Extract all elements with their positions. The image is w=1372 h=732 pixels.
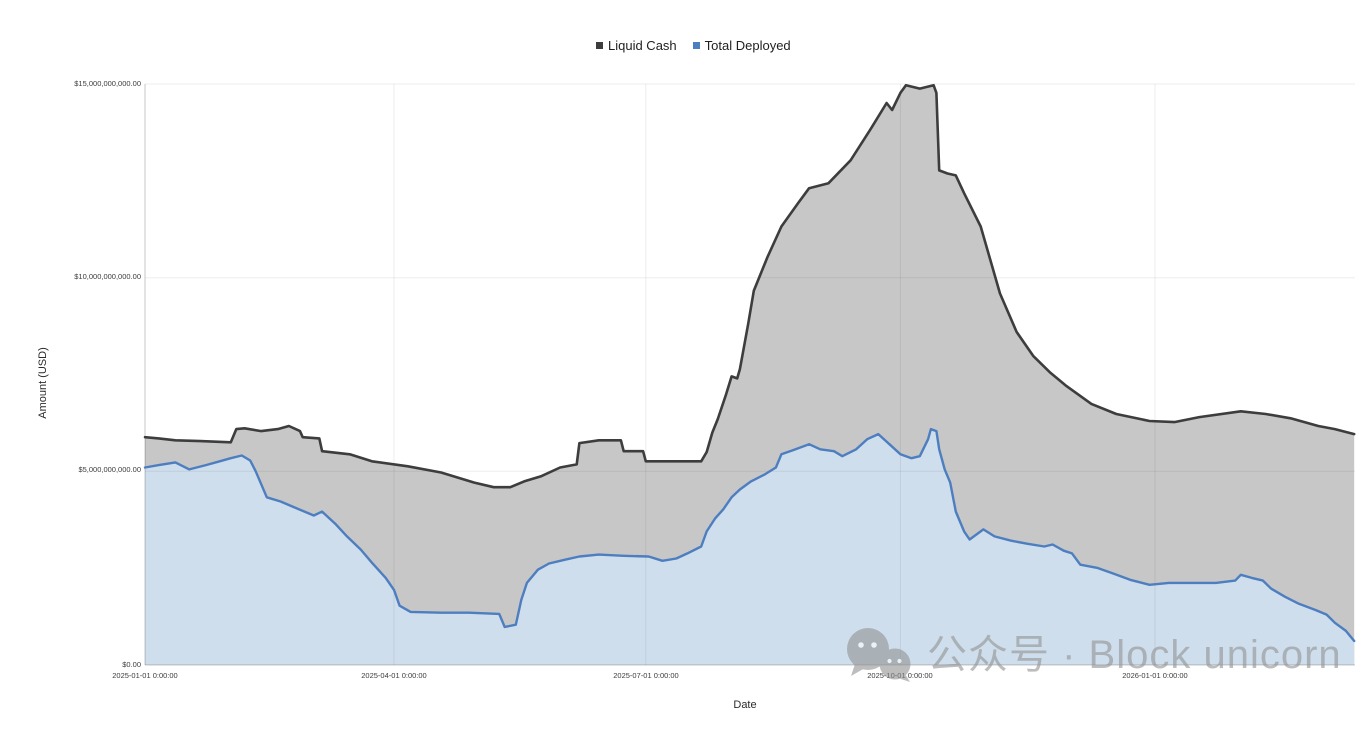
ytick-5b: $5,000,000,000.00 xyxy=(78,465,141,474)
xtick-2026-01: 2026-01-01 0:00:00 xyxy=(1122,671,1188,680)
xtick-2025-10: 2025-10-01 0:00:00 xyxy=(867,671,933,680)
liquid-cash-line xyxy=(143,83,1356,489)
x-axis-title: Date xyxy=(733,699,757,711)
total-deployed-area xyxy=(145,429,1355,665)
total-deployed-line xyxy=(143,427,1356,643)
legend-item-total-deployed[interactable]: Total Deployed xyxy=(692,38,791,53)
ytick-10b: $10,000,000,000.00 xyxy=(74,272,141,281)
legend-item-liquid-cash[interactable]: Liquid Cash xyxy=(596,38,677,53)
legend-label-total-deployed: Total Deployed xyxy=(704,38,791,53)
ytick-15b: $15,000,000,000.00 xyxy=(74,79,141,88)
xtick-2025-04: 2025-04-01 0:00:00 xyxy=(361,671,427,680)
total-deployed-swatch-icon xyxy=(692,42,700,49)
liquid-cash-area xyxy=(145,85,1355,665)
legend-label-liquid-cash: Liquid Cash xyxy=(608,38,677,53)
xtick-2025-01: 2025-01-01 0:00:00 xyxy=(112,671,178,680)
liquid-cash-swatch-icon xyxy=(596,42,603,49)
legend: Liquid Cash Total Deployed xyxy=(596,38,791,53)
xtick-2025-07: 2025-07-01 0:00:00 xyxy=(613,671,679,680)
y-axis-title: Amount (USD) xyxy=(37,347,49,419)
ytick-0: $0.00 xyxy=(122,660,141,669)
